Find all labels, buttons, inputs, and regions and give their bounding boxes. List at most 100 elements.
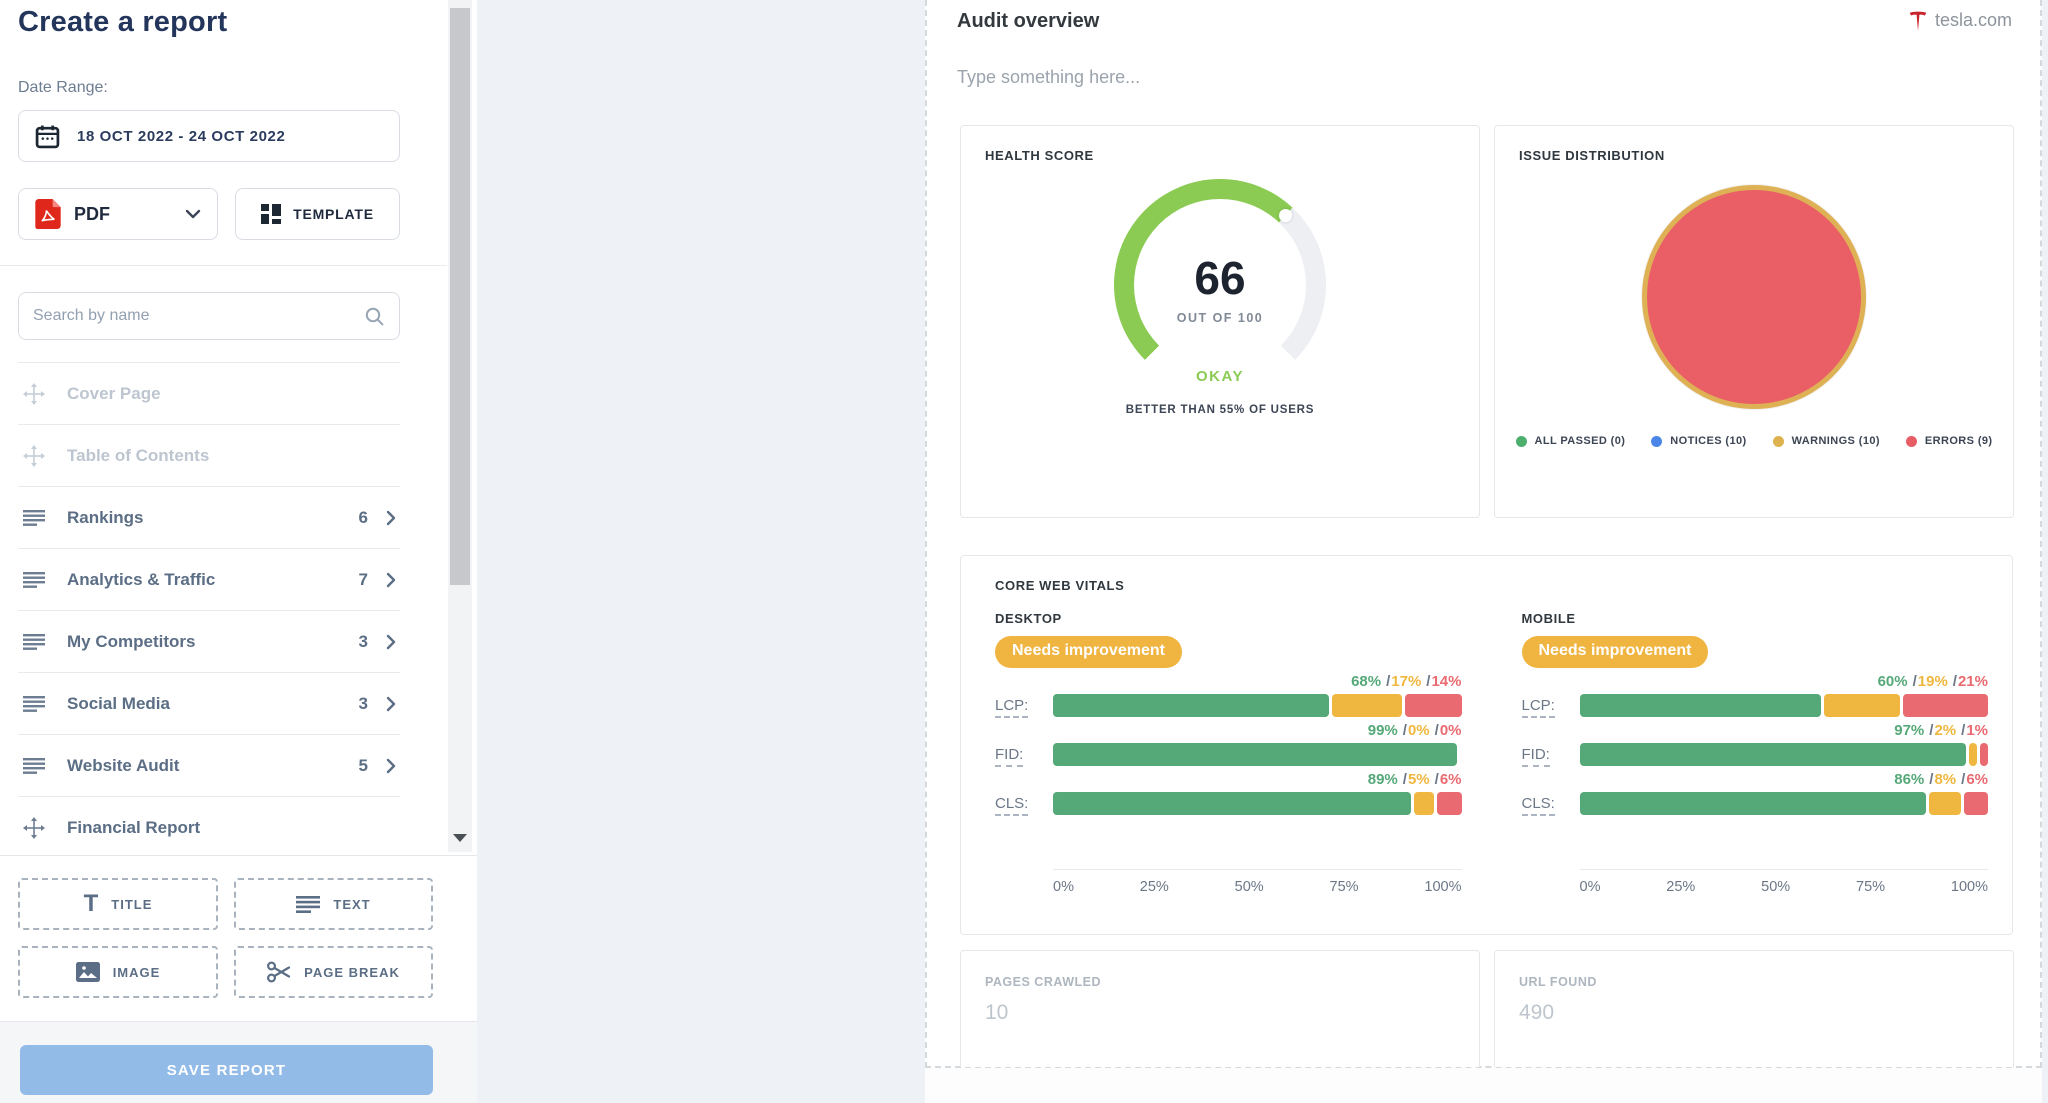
sidebar-item-analytics-traffic[interactable]: Analytics & Traffic 7	[18, 549, 400, 611]
fid-bar	[1053, 743, 1462, 766]
section-label: Rankings	[67, 507, 144, 527]
scrollbar-thumb[interactable]	[450, 8, 470, 585]
cls-bar	[1579, 792, 1989, 815]
cwv-desktop-column: DESKTOP Needs improvement 68%17%14% LCP:…	[995, 611, 1462, 895]
section-label: My Competitors	[67, 631, 196, 651]
insert-page-break-button[interactable]: PAGE BREAK	[234, 946, 433, 998]
health-score-status: OKAY	[1196, 368, 1244, 385]
date-range-picker[interactable]: 18 OCT 2022 - 24 OCT 2022	[18, 110, 400, 162]
lcp-label[interactable]: LCP:	[1521, 697, 1580, 718]
insert-text-button[interactable]: TEXT	[234, 878, 433, 930]
sidebar-scroll-area: Create a report Date Range: 18 OCT 2022 …	[0, 0, 477, 859]
url-found-label: URL FOUND	[1519, 975, 1597, 989]
section-label: Cover Page	[67, 383, 161, 403]
section-label: Website Audit	[67, 755, 180, 775]
title-icon: T	[83, 890, 99, 917]
cwv-mobile-column: MOBILE Needs improvement 60%19%21% LCP: …	[1521, 611, 1989, 895]
pages-crawled-card: PAGES CRAWLED 10	[960, 950, 1480, 1067]
cls-bar	[1053, 792, 1462, 815]
section-count: 6	[358, 507, 368, 527]
cwv-device-label: DESKTOP	[995, 611, 1062, 626]
cls-label[interactable]: CLS:	[1521, 795, 1580, 816]
insert-image-label: IMAGE	[112, 964, 161, 980]
chevron-right-icon	[386, 510, 396, 526]
health-score-gauge	[1114, 179, 1326, 391]
drag-move-icon[interactable]	[22, 444, 46, 467]
search-icon	[364, 306, 385, 327]
legend-item-all-passed: ALL PASSED (0)	[1515, 435, 1626, 447]
lcp-bar	[1579, 694, 1988, 717]
sidebar-item-table-of-contents[interactable]: Table of Contents	[18, 425, 400, 487]
template-grid-icon	[261, 204, 282, 224]
sidebar-item-website-audit[interactable]: Website Audit 5	[18, 735, 400, 797]
core-web-vitals-card: CORE WEB VITALS DESKTOP Needs improvemen…	[960, 555, 2013, 935]
chevron-right-icon	[386, 634, 396, 650]
sidebar-item-rankings[interactable]: Rankings 6	[18, 487, 400, 549]
section-lines-icon	[22, 695, 46, 712]
legend-item-notices: NOTICES (10)	[1651, 435, 1746, 447]
cls-label[interactable]: CLS:	[995, 795, 1053, 816]
cwv-fid-row: 97%2%1% FID:	[1521, 719, 1988, 767]
health-score-comparison: BETTER THAN 55% OF USERS	[1125, 404, 1315, 416]
save-report-button[interactable]: SAVE REPORT	[20, 1045, 433, 1095]
cwv-lcp-row: 68%17%14% LCP:	[995, 670, 1462, 718]
sidebar-item-social-media[interactable]: Social Media 3	[18, 673, 400, 735]
section-count: 7	[358, 569, 368, 589]
report-canvas: Audit overview tesla.com Type something …	[925, 0, 2042, 1068]
insert-page-break-label: PAGE BREAK	[304, 964, 400, 980]
date-range-value: 18 OCT 2022 - 24 OCT 2022	[77, 127, 286, 145]
template-button[interactable]: TEMPLATE	[235, 188, 400, 240]
section-lines-icon	[22, 757, 46, 774]
needs-improvement-badge: Needs improvement	[1521, 636, 1709, 668]
divider	[0, 265, 447, 266]
section-count: 5	[358, 755, 368, 775]
cwv-axis: 0% 25% 50% 75% 100%	[1579, 869, 1988, 895]
template-label: TEMPLATE	[293, 206, 374, 222]
sidebar-scrollbar[interactable]	[448, 0, 472, 852]
section-count: 3	[358, 693, 368, 713]
fid-label[interactable]: FID:	[995, 746, 1053, 767]
format-label: PDF	[74, 203, 110, 224]
insert-image-button[interactable]: IMAGE	[18, 946, 218, 998]
scrollbar-down-arrow[interactable]	[453, 834, 467, 842]
lcp-label[interactable]: LCP:	[995, 697, 1053, 718]
sidebar-item-cover-page[interactable]: Cover Page	[18, 363, 400, 425]
needs-improvement-badge: Needs improvement	[995, 636, 1182, 668]
tesla-logo-icon	[1909, 11, 1927, 31]
section-label: Social Media	[67, 693, 170, 713]
health-score-title: HEALTH SCORE	[985, 148, 1094, 163]
section-lines-icon	[22, 571, 46, 588]
chevron-down-icon	[185, 209, 201, 219]
save-area: SAVE REPORT	[0, 1022, 477, 1103]
section-label: Financial Report	[67, 817, 201, 837]
section-count: 3	[358, 631, 368, 651]
url-found-value: 490	[1519, 1001, 1555, 1024]
format-select[interactable]: PDF	[18, 188, 218, 240]
sidebar-item-my-competitors[interactable]: My Competitors 3	[18, 611, 400, 673]
search-input[interactable]	[33, 307, 364, 325]
section-lines-icon	[22, 509, 46, 526]
report-sections-list: Cover Page Table of Contents Rankings 6	[18, 362, 400, 859]
chevron-right-icon	[386, 696, 396, 712]
drag-move-icon[interactable]	[22, 382, 46, 405]
legend-dot-yellow	[1772, 435, 1784, 447]
image-icon	[75, 962, 100, 982]
cwv-cls-row: 89%5%6% CLS:	[995, 768, 1462, 816]
legend-dot-green	[1515, 435, 1527, 447]
report-text-placeholder[interactable]: Type something here...	[957, 67, 1141, 87]
insert-title-button[interactable]: T TITLE	[18, 878, 218, 930]
cwv-lcp-row: 60%19%21% LCP:	[1521, 670, 1988, 718]
chevron-right-icon	[386, 758, 396, 774]
text-lines-icon	[296, 895, 321, 913]
legend-dot-red	[1905, 435, 1917, 447]
cwv-cls-row: 86%8%6% CLS:	[1521, 768, 1989, 816]
audit-overview-title: Audit overview	[957, 10, 1100, 32]
sidebar-item-financial-report[interactable]: Financial Report	[18, 797, 400, 859]
insert-elements-panel: T TITLE TEXT IMAGE PAGE BREAK	[0, 855, 477, 1022]
section-label: Analytics & Traffic	[67, 569, 216, 589]
fid-label[interactable]: FID:	[1521, 746, 1580, 767]
cwv-fid-row: 99%0%0% FID:	[995, 719, 1462, 767]
drag-move-icon[interactable]	[22, 816, 46, 839]
pages-crawled-label: PAGES CRAWLED	[985, 975, 1101, 989]
page-title: Create a report	[18, 6, 228, 38]
